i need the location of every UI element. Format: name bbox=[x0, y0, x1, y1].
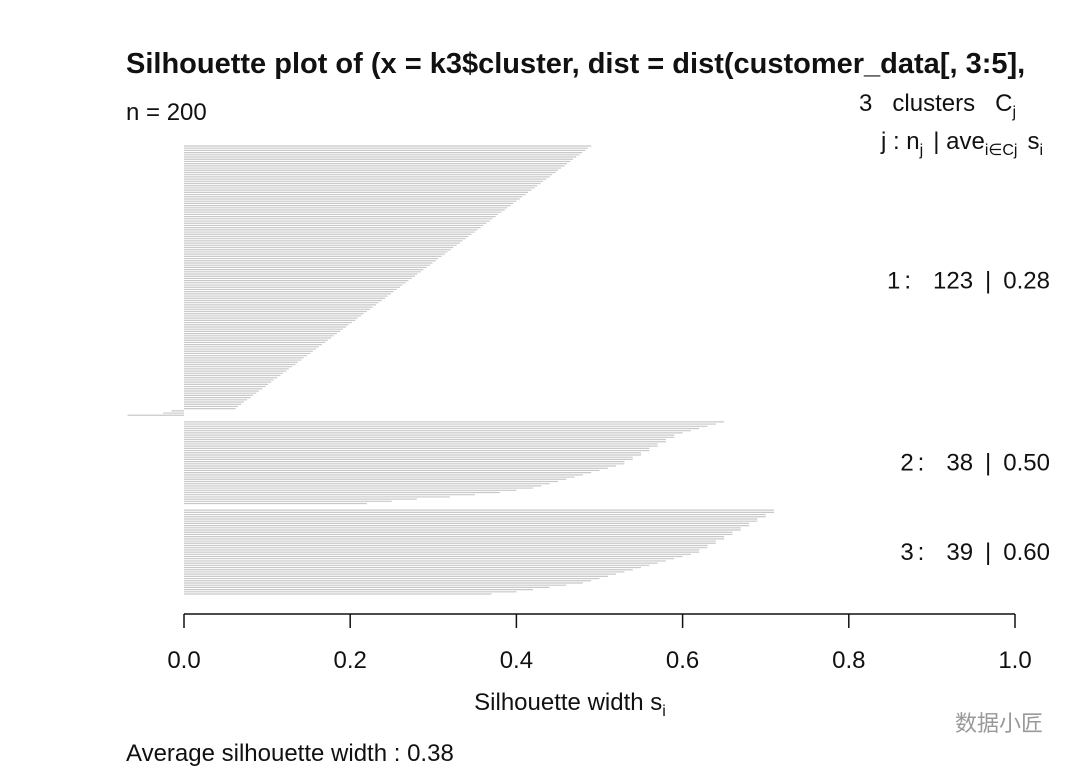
column-header-text: s bbox=[1027, 128, 1039, 155]
separator: | bbox=[985, 268, 991, 295]
x-axis-label: Silhouette width si bbox=[474, 689, 666, 720]
column-header-text: | ave bbox=[933, 128, 985, 155]
x-tick-label: 0.4 bbox=[500, 647, 533, 674]
column-header: j : nj | avei∈Cj si bbox=[880, 128, 1043, 159]
x-tick-label: 0.8 bbox=[832, 647, 865, 674]
footer-text: Average silhouette width : bbox=[126, 740, 400, 767]
cluster-count: 3 bbox=[859, 90, 872, 117]
n-label: n = 200 bbox=[126, 99, 207, 126]
x-tick-label: 0.0 bbox=[167, 647, 200, 674]
separator: : bbox=[918, 539, 925, 566]
cluster-size: 38 bbox=[946, 450, 973, 477]
n-value: 200 bbox=[167, 99, 207, 126]
cluster-id: 1 bbox=[887, 268, 900, 295]
column-header-text: j : n bbox=[880, 128, 920, 155]
cluster-symbol: C bbox=[995, 90, 1012, 117]
separator: | bbox=[985, 539, 991, 566]
column-header-sub: i∈Cj bbox=[985, 142, 1018, 159]
cluster-id: 3 bbox=[900, 539, 913, 566]
cluster-header: 3 clusters Cj bbox=[859, 90, 1016, 121]
cluster-symbol-sub: j bbox=[1011, 104, 1016, 121]
separator: | bbox=[985, 450, 991, 477]
cluster-summary: 2:38 | 0.50 bbox=[900, 450, 1050, 477]
column-header-sub: i bbox=[1039, 142, 1043, 159]
n-text: n = bbox=[126, 99, 160, 126]
cluster-word: clusters bbox=[892, 90, 975, 117]
cluster-size: 123 bbox=[933, 268, 973, 295]
cluster-id: 2 bbox=[900, 450, 913, 477]
x-label-text: Silhouette width s bbox=[474, 689, 662, 716]
average-value: 0.38 bbox=[407, 740, 454, 767]
separator: : bbox=[904, 268, 911, 295]
watermark: 数据小匠 bbox=[955, 711, 1043, 736]
x-tick-label: 0.2 bbox=[334, 647, 367, 674]
cluster-average: 0.28 bbox=[1003, 268, 1050, 295]
x-label-sub: i bbox=[662, 703, 666, 720]
x-tick-label: 1.0 bbox=[998, 647, 1031, 674]
x-tick-label: 0.6 bbox=[666, 647, 699, 674]
cluster-summary: 1:123 | 0.28 bbox=[887, 268, 1050, 295]
chart-title: Silhouette plot of (x = k3$cluster, dist… bbox=[126, 48, 1025, 80]
footer: Average silhouette width : 0.38 bbox=[126, 740, 454, 767]
cluster-average: 0.50 bbox=[1003, 450, 1050, 477]
cluster-summary: 3:39 | 0.60 bbox=[900, 539, 1050, 566]
column-header-sub: j bbox=[919, 142, 924, 159]
separator: : bbox=[918, 450, 925, 477]
cluster-size: 39 bbox=[946, 539, 973, 566]
cluster-average: 0.60 bbox=[1003, 539, 1050, 566]
